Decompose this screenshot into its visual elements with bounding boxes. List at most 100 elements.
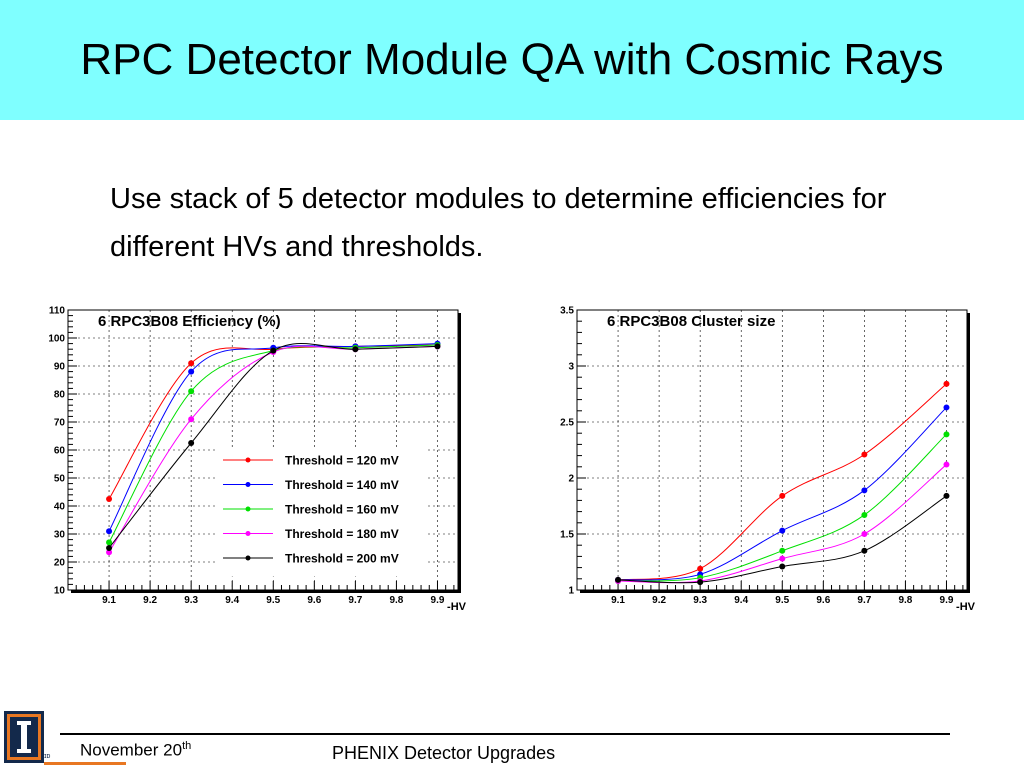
data-point	[943, 404, 950, 411]
axis-ticks	[67, 309, 455, 591]
data-point	[434, 343, 441, 350]
data-point	[943, 380, 950, 387]
data-point	[861, 487, 868, 494]
y-tick-label: 3	[568, 362, 574, 373]
data-point	[861, 451, 868, 458]
data-point	[943, 431, 950, 438]
footer-divider	[60, 733, 950, 735]
legend-marker	[245, 555, 251, 561]
legend-marker	[245, 531, 251, 536]
data-point	[188, 360, 195, 367]
cluster-size-chart: 9.1 9.2 9.3 9.4 9.5 9.6 9.7 9.8 9.9 1 1.5 2 2.5 3 3.5 -…	[560, 306, 975, 614]
y-tick-label: 30	[54, 530, 66, 541]
data-point	[188, 416, 195, 423]
x-tick-label: 9.2	[652, 595, 666, 606]
y-tick-label: 2	[568, 474, 574, 485]
chart-title: 6 RPC3B08 Efficiency (%)	[98, 313, 281, 330]
data-point	[943, 461, 950, 468]
x-tick-label: 9.4	[734, 595, 748, 606]
x-tick-label: 9.1	[611, 595, 625, 606]
y-tick-label: 1.5	[560, 530, 574, 541]
chart-title: 6 RPC3B08 Cluster size	[607, 313, 775, 330]
series-line	[108, 344, 438, 543]
data-point	[779, 527, 786, 534]
footer-date-suffix: th	[182, 740, 192, 752]
logo-lettering: ɪᴅ	[44, 753, 51, 760]
x-tick-label: 9.6	[816, 595, 830, 606]
efficiency-chart: 9.1 9.2 9.3 9.4 9.5 9.6 9.7 9.8 9.9 10 20 30 40 50 60 7…	[48, 306, 466, 614]
legend-label: Threshold = 180 mV	[285, 527, 399, 541]
data-point	[861, 511, 868, 518]
x-axis-label: -HV	[956, 601, 975, 613]
data-point	[943, 492, 950, 499]
x-tick-label: 9.7	[857, 595, 871, 606]
y-tick-label: 50	[54, 474, 66, 485]
data-point	[779, 492, 786, 499]
title-bar	[0, 0, 1024, 120]
data-point	[106, 539, 113, 546]
data-point	[861, 531, 868, 537]
data-point	[188, 368, 195, 375]
logo-underline	[44, 762, 126, 765]
x-tick-label: 9.3	[184, 595, 198, 606]
legend-marker	[245, 457, 251, 463]
axis-ticks	[576, 309, 964, 591]
y-tick-label: 20	[54, 558, 66, 569]
footer-date-text: November 20	[80, 740, 183, 760]
data-point	[861, 547, 868, 554]
x-tick-label: 9.6	[307, 595, 321, 606]
data-point	[779, 555, 786, 562]
x-tick-label: 9.4	[225, 595, 239, 606]
data-point	[106, 549, 113, 556]
slide-title: RPC Detector Module QA with Cosmic Rays	[80, 35, 944, 84]
y-tick-label: 60	[54, 446, 66, 457]
bullet-text: Use stack of 5 detector modules to deter…	[110, 183, 887, 263]
x-tick-label: 9.9	[940, 595, 954, 606]
plot-area	[576, 309, 968, 591]
grid	[577, 310, 967, 590]
x-tick-label: 9.2	[143, 595, 157, 606]
x-axis-label: -HV	[447, 601, 466, 613]
data-point	[352, 346, 359, 353]
x-tick-label: 9.3	[693, 595, 707, 606]
legend-label: Threshold = 120 mV	[285, 454, 399, 468]
data-point	[697, 565, 704, 572]
y-tick-label: 80	[54, 390, 66, 401]
y-tick-label: 3.5	[560, 306, 574, 317]
legend-label: Threshold = 140 mV	[285, 478, 399, 492]
data-point	[697, 579, 704, 586]
data-point	[106, 528, 113, 535]
y-tick-label: 110	[49, 306, 66, 317]
legend-marker	[245, 482, 251, 487]
legend-box	[217, 448, 427, 577]
data-point	[779, 547, 786, 554]
data-point	[188, 388, 195, 395]
data-point	[779, 563, 786, 570]
x-tick-label: 9.9	[431, 595, 445, 606]
data-point	[615, 576, 622, 583]
data-point	[106, 496, 113, 502]
legend-label: Threshold = 160 mV	[285, 503, 399, 517]
legend-marker	[245, 506, 251, 512]
data-point	[188, 440, 195, 446]
footer-date: November 20th	[80, 740, 191, 761]
footer-title: PHENIX Detector Upgrades	[332, 743, 556, 763]
y-tick-label: 70	[54, 418, 66, 429]
series-line	[108, 343, 438, 549]
x-tick-label: 9.1	[102, 595, 116, 606]
y-tick-label: 1	[568, 586, 574, 597]
y-tick-label: 2.5	[560, 418, 574, 429]
x-tick-label: 9.5	[775, 595, 789, 606]
y-tick-label: 10	[54, 586, 66, 597]
series-line	[108, 343, 438, 532]
data-point	[106, 545, 113, 551]
y-tick-label: 40	[54, 502, 66, 513]
x-tick-label: 9.7	[348, 595, 362, 606]
x-tick-label: 9.5	[266, 595, 280, 606]
data-point	[270, 347, 277, 354]
y-tick-label: 90	[54, 362, 66, 373]
x-tick-label: 9.8	[898, 595, 912, 606]
x-tick-label: 9.8	[389, 595, 403, 606]
university-logo-icon	[4, 711, 44, 763]
legend-label: Threshold = 200 mV	[285, 552, 399, 566]
